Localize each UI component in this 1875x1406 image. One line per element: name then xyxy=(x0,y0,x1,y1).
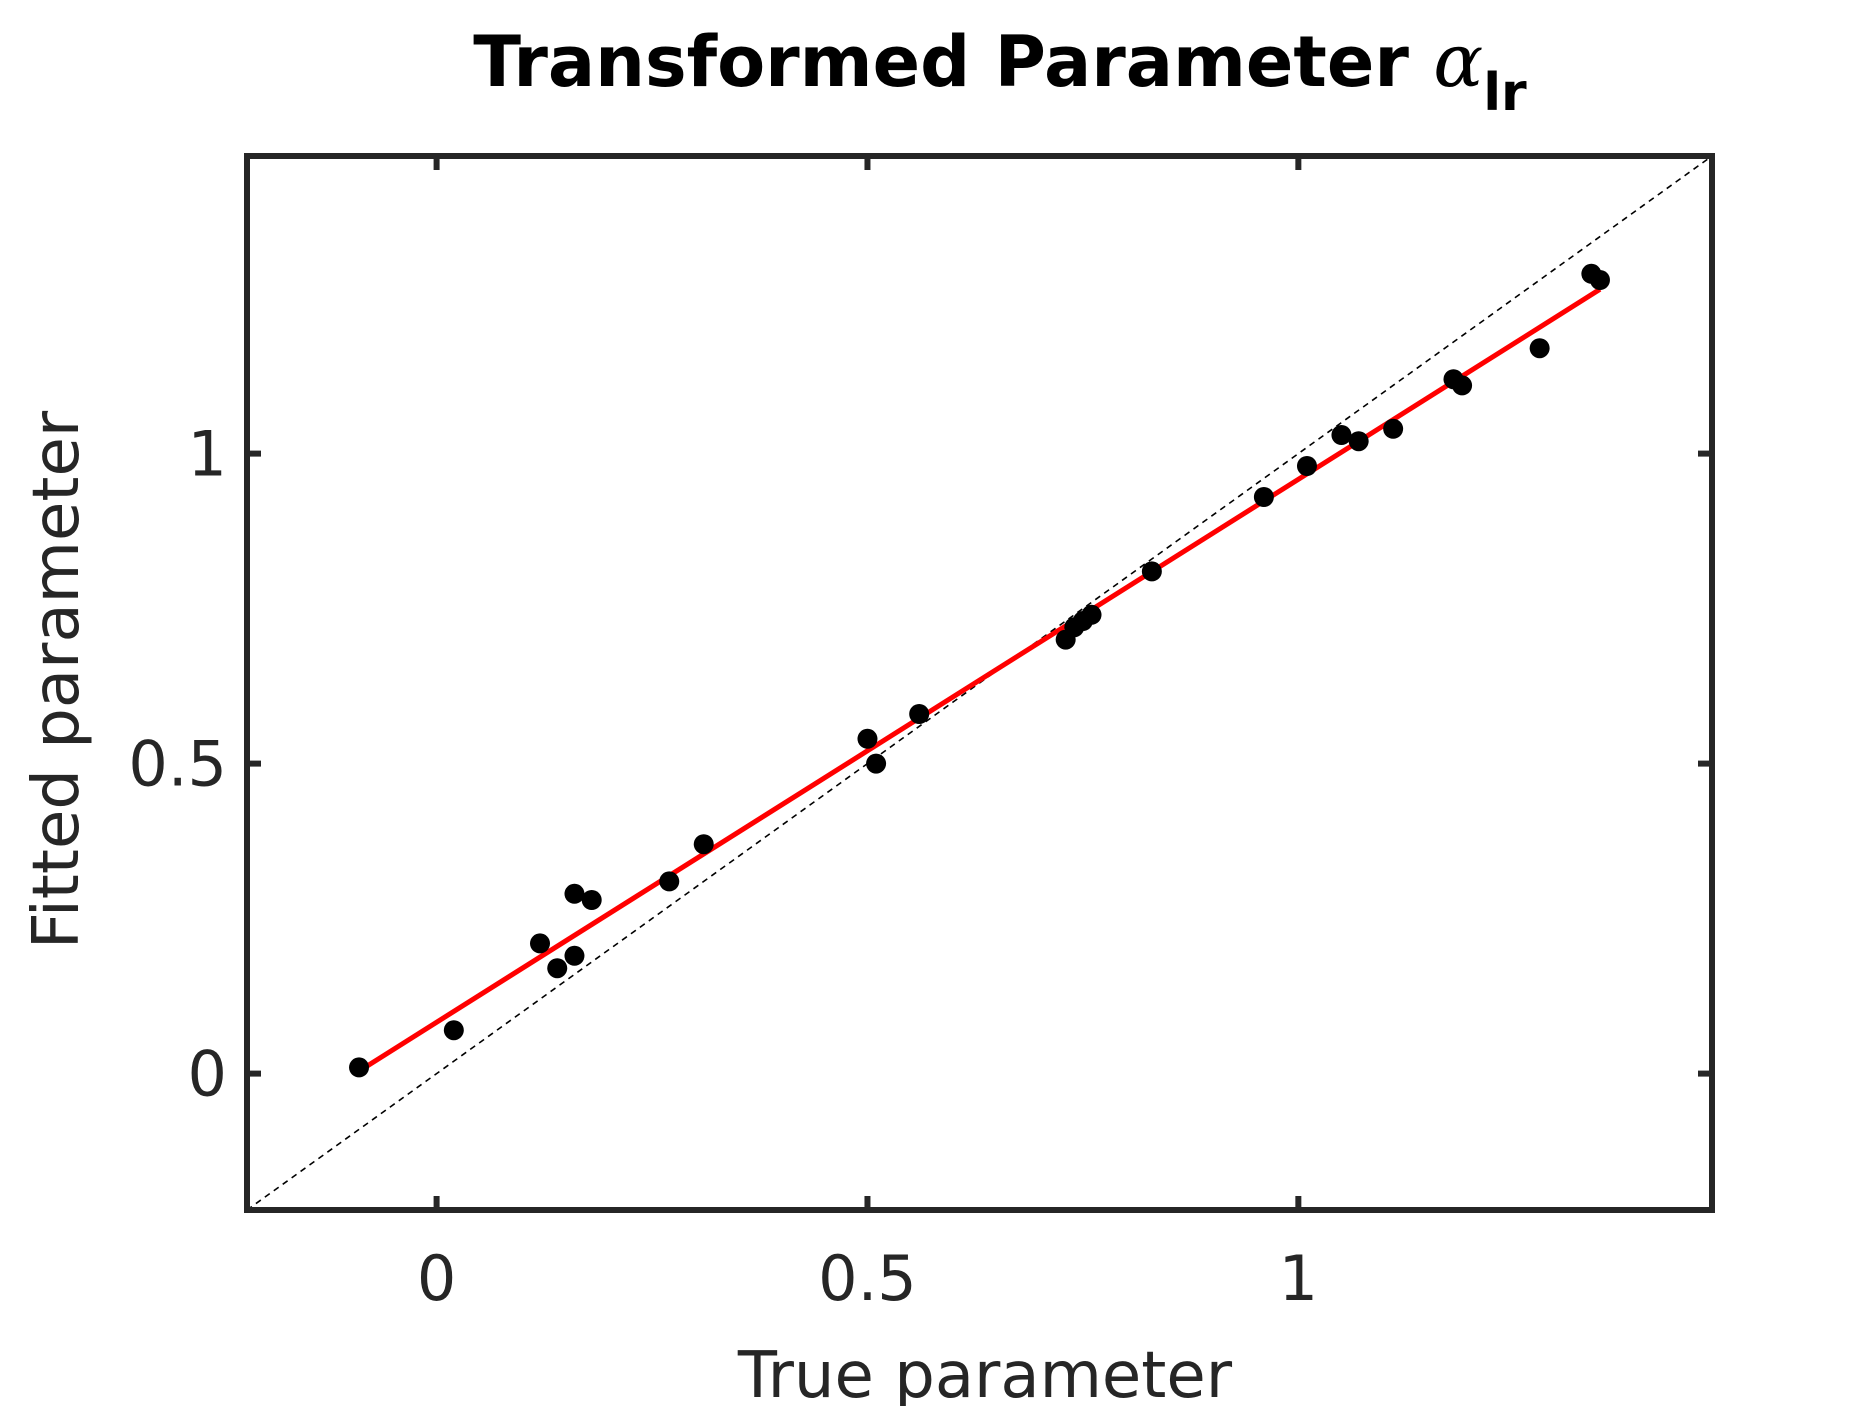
data-point xyxy=(1452,375,1473,396)
data-point xyxy=(1296,456,1317,476)
data-point xyxy=(1081,604,1102,625)
y-tick-label: 0 xyxy=(188,1038,227,1111)
plot-area: 0 0.5 1 0 0.5 1 xyxy=(128,153,1715,1315)
data-point xyxy=(1141,561,1162,582)
data-point xyxy=(564,945,585,966)
data-point xyxy=(564,883,585,904)
data-point xyxy=(866,753,887,774)
y-tick-label: 0.5 xyxy=(128,728,227,801)
data-point xyxy=(349,1057,370,1078)
x-axis-label: True parameter xyxy=(737,1339,1233,1406)
data-point xyxy=(857,728,878,749)
x-tick-label: 0 xyxy=(417,1242,456,1315)
chart-title-subscript: lr xyxy=(1483,63,1527,123)
data-point xyxy=(1253,487,1274,507)
data-point xyxy=(1383,418,1404,439)
data-point xyxy=(1529,338,1550,359)
x-tick-label: 0.5 xyxy=(818,1242,917,1315)
data-point xyxy=(693,834,714,855)
data-point xyxy=(659,871,680,892)
y-tick-label: 1 xyxy=(188,418,227,491)
chart-title-symbol: α xyxy=(1433,18,1483,104)
axes-box xyxy=(244,153,1715,1213)
data-point xyxy=(443,1020,464,1041)
data-point xyxy=(1331,425,1352,445)
data-point xyxy=(547,958,568,979)
chart-title: Transformed Parameter αlr xyxy=(473,18,1527,123)
data-point xyxy=(530,933,550,954)
data-point xyxy=(581,890,602,910)
data-point xyxy=(909,704,930,724)
data-point xyxy=(1589,270,1610,290)
y-axis-label: Fitted parameter xyxy=(20,410,94,949)
data-point xyxy=(1348,431,1369,452)
fit-line xyxy=(357,287,1602,1074)
chart-title-main: Transformed Parameter xyxy=(473,21,1433,103)
x-tick-label: 1 xyxy=(1279,1242,1318,1315)
